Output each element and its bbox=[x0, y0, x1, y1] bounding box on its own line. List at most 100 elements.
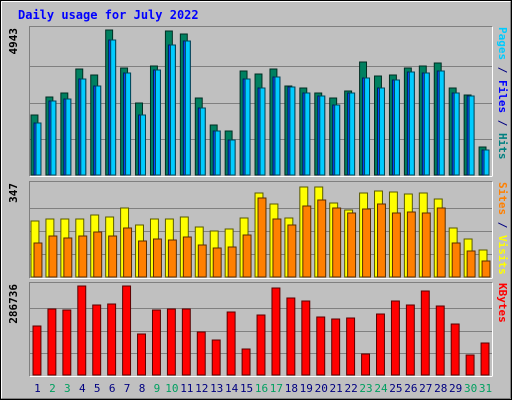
bar-kbytes bbox=[107, 303, 117, 376]
bar-pages bbox=[408, 71, 415, 176]
chart-title: Daily usage for July 2022 bbox=[18, 8, 199, 22]
x-tick-label: 18 bbox=[285, 382, 298, 395]
bar-kbytes bbox=[62, 309, 72, 376]
panel-visits-sites: 347 Sites / Visits bbox=[7, 181, 509, 279]
x-tick-label: 22 bbox=[344, 382, 357, 395]
bar-pages bbox=[184, 40, 191, 176]
bar-kbytes bbox=[196, 331, 206, 376]
bar-sites bbox=[123, 227, 133, 278]
bar-sites bbox=[481, 260, 491, 278]
legend-entry: Pages bbox=[496, 27, 509, 60]
x-tick-label: 21 bbox=[330, 382, 343, 395]
bar-pages bbox=[274, 76, 281, 176]
bar-pages bbox=[364, 77, 371, 176]
bar-pages bbox=[80, 78, 87, 176]
x-tick-label: 10 bbox=[165, 382, 178, 395]
bar-pages bbox=[95, 85, 102, 176]
x-tick-label: 20 bbox=[315, 382, 328, 395]
series-legend: KBytes bbox=[496, 283, 509, 323]
series-legend: Pages / Files / Hits bbox=[496, 27, 509, 160]
bar-kbytes bbox=[241, 348, 251, 376]
bar-kbytes bbox=[122, 285, 132, 376]
bar-pages bbox=[259, 87, 266, 176]
bar-pages bbox=[244, 78, 251, 176]
bar-kbytes bbox=[301, 300, 311, 376]
bar-sites bbox=[436, 207, 446, 278]
bar-kbytes bbox=[137, 333, 146, 376]
bar-sites bbox=[167, 239, 177, 278]
panel-kbytes: 286736 KBytes bbox=[7, 282, 509, 377]
bar-sites bbox=[93, 231, 103, 278]
bar-kbytes bbox=[376, 313, 385, 376]
bar-pages bbox=[50, 100, 57, 176]
bar-sites bbox=[347, 212, 357, 278]
bar-kbytes bbox=[450, 323, 460, 376]
legend-entry: KBytes bbox=[496, 283, 509, 323]
bar-kbytes bbox=[151, 309, 161, 376]
bar-sites bbox=[48, 235, 58, 278]
bar-sites bbox=[451, 242, 461, 278]
bar-sites bbox=[466, 250, 476, 278]
x-tick-label: 1 bbox=[34, 382, 41, 395]
legend-entry: / bbox=[496, 60, 509, 80]
bar-kbytes bbox=[92, 304, 102, 376]
bar-pages bbox=[65, 98, 72, 176]
x-tick-label: 28 bbox=[434, 382, 447, 395]
x-tick-label: 6 bbox=[109, 382, 116, 395]
bar-sites bbox=[182, 236, 192, 278]
x-tick-label: 24 bbox=[374, 382, 388, 395]
bar-sites bbox=[227, 246, 237, 278]
bar-pages bbox=[349, 92, 356, 176]
x-tick-label: 15 bbox=[240, 382, 253, 395]
y-max-label: 286736 bbox=[7, 284, 20, 324]
bar-pages bbox=[319, 95, 326, 176]
panel-hits-files-pages: 4943 Pages / Files / Hits bbox=[7, 26, 509, 177]
bar-kbytes bbox=[32, 325, 42, 376]
bar-kbytes bbox=[211, 339, 221, 376]
bar-sites bbox=[272, 218, 282, 278]
bar-pages bbox=[199, 107, 206, 176]
x-tick-label: 12 bbox=[195, 382, 208, 395]
bar-sites bbox=[138, 240, 147, 278]
y-max-label: 4943 bbox=[7, 28, 20, 55]
bar-kbytes bbox=[286, 297, 296, 376]
bar-kbytes bbox=[316, 316, 326, 376]
bar-pages bbox=[125, 72, 132, 176]
bar-sites bbox=[391, 212, 401, 278]
bar-sites bbox=[33, 242, 43, 278]
legend-entry: Hits bbox=[496, 133, 509, 160]
bar-pages bbox=[468, 95, 475, 176]
bar-sites bbox=[78, 235, 88, 278]
bar-sites bbox=[212, 247, 222, 278]
x-tick-label: 30 bbox=[464, 382, 477, 395]
bar-kbytes bbox=[390, 300, 400, 376]
bar-sites bbox=[287, 224, 297, 278]
x-tick-label: 14 bbox=[225, 382, 239, 395]
bar-pages bbox=[393, 79, 400, 176]
bar-kbytes bbox=[346, 317, 356, 376]
bar-sites bbox=[377, 203, 386, 278]
legend-entry: / bbox=[496, 215, 509, 235]
x-tick-label: 4 bbox=[79, 382, 86, 395]
x-tick-label: 25 bbox=[389, 382, 402, 395]
bar-pages bbox=[289, 86, 296, 176]
bar-kbytes bbox=[420, 290, 430, 376]
bar-pages bbox=[154, 69, 161, 176]
bar-sites bbox=[406, 211, 416, 278]
bar-sites bbox=[302, 205, 312, 278]
x-tick-label: 17 bbox=[270, 382, 283, 395]
bar-pages bbox=[169, 44, 176, 176]
bar-pages bbox=[304, 92, 311, 176]
bar-sites bbox=[421, 212, 431, 278]
bar-sites bbox=[63, 237, 73, 278]
legend-entry: / bbox=[496, 113, 509, 133]
series-legend: Sites / Visits bbox=[496, 182, 509, 275]
bar-kbytes bbox=[181, 308, 191, 376]
bar-kbytes bbox=[256, 314, 266, 376]
x-tick-label: 29 bbox=[449, 382, 462, 395]
bar-sites bbox=[257, 197, 267, 278]
bar-pages bbox=[483, 149, 490, 176]
bar-kbytes bbox=[361, 353, 371, 376]
bar-sites bbox=[108, 235, 118, 278]
bar-kbytes bbox=[331, 318, 341, 376]
